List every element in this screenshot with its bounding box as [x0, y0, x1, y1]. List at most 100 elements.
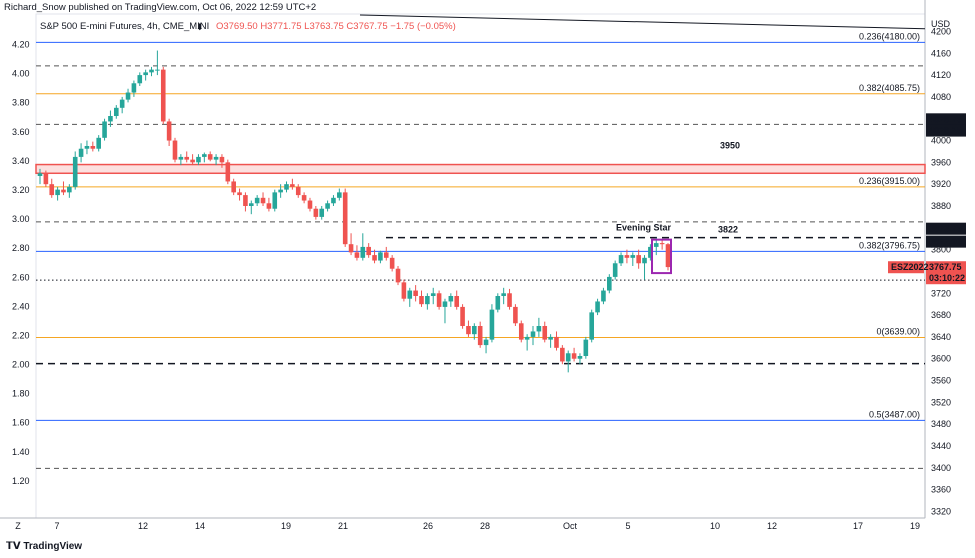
candle-body — [419, 296, 424, 305]
candle-body — [395, 268, 401, 283]
level-3822-label: 3822 — [718, 225, 738, 235]
candle-body — [536, 326, 542, 332]
candle-body — [342, 192, 348, 245]
candle-body — [413, 290, 418, 296]
symbol-line: S&P 500 E-mini Futures, 4h, CME_MINI O37… — [40, 21, 456, 32]
level-label: 0(3639.00) — [876, 326, 920, 336]
symbol-tag-bg — [888, 261, 924, 274]
price-tag: 4029.75 — [929, 114, 962, 124]
y-left-tick: 2.00 — [12, 360, 30, 370]
candle-body — [401, 282, 407, 299]
candle-body — [43, 173, 49, 185]
candle-body — [595, 301, 600, 313]
y-right-tick: 4000 — [931, 136, 951, 146]
candle-body — [624, 255, 630, 258]
price-tag-last-bg — [926, 261, 966, 274]
y-right-tick: 3520 — [931, 397, 951, 407]
candle-body — [601, 290, 606, 302]
candle-body — [243, 195, 248, 206]
level-label: 0.382(4085.75) — [859, 83, 920, 93]
evening-star-label: Evening Star — [616, 223, 672, 233]
x-tick: 7 — [54, 521, 59, 531]
candle-body — [571, 353, 577, 359]
level-label: 0.5(3487.00) — [869, 409, 920, 419]
candle-body — [113, 107, 119, 116]
candle-body — [372, 255, 377, 261]
candle-body — [472, 326, 477, 335]
candle-body — [513, 306, 518, 324]
candle-body — [231, 181, 236, 193]
x-tick: 19 — [281, 521, 291, 531]
candle-body — [155, 69, 160, 71]
candle-body — [489, 309, 495, 340]
y-left-tick: 2.60 — [12, 272, 30, 282]
candle-body — [366, 246, 371, 256]
x-tick: 26 — [423, 521, 433, 531]
candle-body — [501, 293, 506, 296]
candle-body — [360, 246, 366, 258]
symbol-name: S&P 500 E-mini Futures, 4h, CME_MINI — [40, 21, 210, 32]
candle-body — [518, 323, 524, 340]
candle-body — [190, 159, 195, 163]
x-tick: 10 — [710, 521, 720, 531]
candle-body — [648, 246, 653, 258]
y-right-tick: 4080 — [931, 92, 951, 102]
candle-body — [430, 293, 436, 296]
publisher-header: Richard_Snow published on TradingView.co… — [4, 2, 316, 13]
y-right-tick: 4160 — [931, 48, 951, 58]
candle-body — [319, 208, 325, 217]
candle-body — [284, 184, 289, 190]
candle-body — [530, 331, 536, 337]
x-tick: 5 — [625, 521, 630, 531]
candle-body — [78, 148, 84, 157]
candle-body — [125, 92, 131, 100]
candle-body — [37, 173, 43, 176]
candle-body — [589, 312, 595, 340]
scroll-arrow-icon: ⬇ — [196, 22, 204, 32]
logo-icon: 𝗧𝗩 — [6, 541, 21, 552]
price-tag: 3823.75 — [929, 224, 962, 234]
candle-body — [389, 257, 395, 269]
x-tick: 12 — [138, 521, 148, 531]
candle-body — [184, 156, 190, 160]
y-left-tick: 4.00 — [12, 69, 30, 79]
x-tick: 19 — [910, 521, 920, 531]
zone-label: 3950 — [720, 141, 740, 151]
y-right-tick: 3960 — [931, 157, 951, 167]
candle-body — [642, 257, 647, 264]
y-right-tick: 4200 — [931, 26, 951, 36]
candle-body — [102, 121, 107, 138]
candle-body — [72, 156, 78, 187]
candle-body — [348, 244, 354, 253]
y-right-tick: 3680 — [931, 310, 951, 320]
y-left-tick: 2.20 — [12, 330, 30, 340]
y-right-tick: 3360 — [931, 485, 951, 495]
y-left-tick: 3.00 — [12, 214, 30, 224]
candle-body — [213, 156, 219, 160]
candle-body — [565, 353, 571, 362]
candle-body — [143, 72, 148, 76]
candle-body — [307, 200, 313, 209]
candle-body — [542, 326, 548, 340]
candle-body — [612, 263, 618, 277]
candle-body — [207, 154, 213, 160]
x-tick: 14 — [195, 521, 205, 531]
candle-body — [248, 203, 254, 206]
candle-body — [325, 203, 330, 209]
candle-body — [483, 339, 489, 346]
x-tick: 12 — [767, 521, 777, 531]
candle-body — [454, 296, 460, 307]
y-right-tick: 3400 — [931, 463, 951, 473]
level-label: 0.382(3796.75) — [859, 240, 920, 250]
candle-body — [495, 296, 501, 310]
candle-body — [172, 140, 178, 160]
candle-body — [436, 293, 442, 307]
candle-body — [166, 121, 172, 141]
candle-body — [202, 154, 207, 157]
level-label: 0.236(4180.00) — [859, 31, 920, 41]
candle-body — [448, 296, 454, 302]
candle-body — [196, 156, 201, 163]
candle-body — [313, 208, 319, 217]
price-tag-bg — [926, 222, 966, 235]
